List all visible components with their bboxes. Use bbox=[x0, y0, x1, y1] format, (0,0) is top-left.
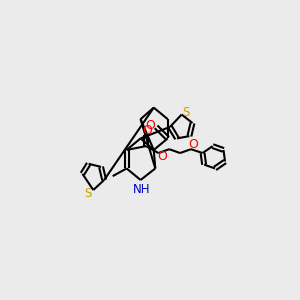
Text: O: O bbox=[142, 124, 152, 137]
Text: NH: NH bbox=[134, 183, 151, 196]
Text: S: S bbox=[183, 106, 190, 119]
Text: S: S bbox=[84, 187, 92, 200]
Text: O: O bbox=[188, 138, 198, 151]
Text: O: O bbox=[157, 150, 167, 164]
Text: O: O bbox=[145, 119, 155, 132]
